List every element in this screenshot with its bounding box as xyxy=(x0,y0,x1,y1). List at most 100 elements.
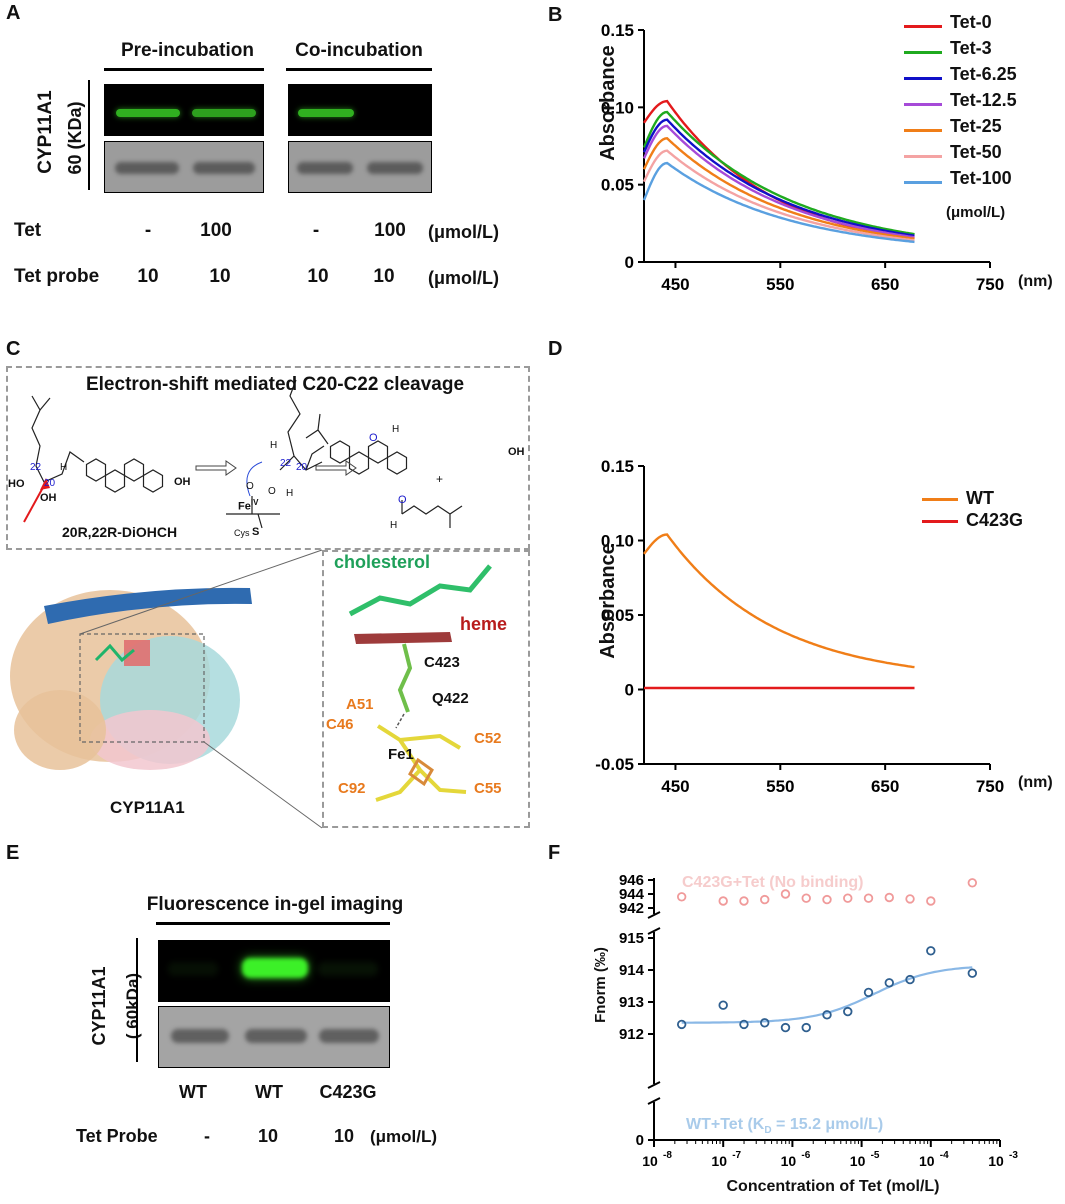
aldehyde-chain xyxy=(401,500,463,528)
intermediate-h-label: H xyxy=(270,440,278,451)
zoom-line xyxy=(203,741,323,829)
y-tick-label: 0.05 xyxy=(601,606,634,625)
tet-value-2: 100 xyxy=(200,220,232,241)
aldehyde-h-label: H xyxy=(390,520,398,531)
y-tick-label: 0.10 xyxy=(601,532,634,551)
y-tick-label: 0 xyxy=(625,681,634,700)
y-tick-label: 915 xyxy=(619,930,644,947)
protein-domain xyxy=(14,690,106,770)
x-tick-label: 10 xyxy=(988,1153,1004,1169)
wt-point xyxy=(884,978,894,988)
x-tick-label: 450 xyxy=(661,275,689,294)
protein-label-e: CYP11A1 xyxy=(89,966,109,1046)
series-line-tet-50 xyxy=(642,149,915,242)
c423g-point xyxy=(926,896,936,906)
s-label: S xyxy=(252,526,260,538)
coomassie-gel-e xyxy=(158,1006,390,1068)
heme-label: heme xyxy=(460,614,508,634)
legend-d-c423g: C423G xyxy=(966,510,1024,530)
mechanism-box xyxy=(6,366,530,550)
ligand xyxy=(94,643,135,663)
substrate-ring-d xyxy=(85,458,107,482)
fluorescence-blot-co xyxy=(288,84,432,136)
x-tick-exponent: -7 xyxy=(732,1150,741,1161)
label-bar-a xyxy=(88,80,90,190)
carbon-22-label: 22 xyxy=(30,462,42,473)
c423g-series-label: C423G+Tet (No binding) xyxy=(682,874,864,891)
c423g-point xyxy=(863,893,874,903)
wt-point xyxy=(676,1019,687,1030)
x-tick-label: 450 xyxy=(661,777,689,796)
substrate-side-chain xyxy=(31,395,85,483)
zoom-box xyxy=(79,633,205,743)
y-tick-label: 944 xyxy=(619,886,645,903)
c52-label: C52 xyxy=(474,730,502,747)
product-ketone xyxy=(305,413,329,445)
x-tick-label: 750 xyxy=(976,777,1004,796)
band-e-2 xyxy=(242,958,308,978)
helix-blue xyxy=(44,587,252,624)
substrate-ring-b xyxy=(123,458,145,482)
wt-series-name: WT+Tet xyxy=(686,1116,744,1133)
wt-point xyxy=(780,1022,791,1033)
heme-sticks xyxy=(354,632,452,644)
y-tick-label: 912 xyxy=(619,1026,644,1043)
fe-s-cluster xyxy=(408,757,434,787)
plus-sign: + xyxy=(436,472,444,486)
axis-break xyxy=(647,1097,661,1105)
panel-label-a: A xyxy=(6,2,21,24)
wt-point xyxy=(905,974,915,985)
probe-value-3: 10 xyxy=(333,1126,355,1146)
ho-label: HO xyxy=(8,478,25,490)
co-incubation-header: Co-incubation xyxy=(295,40,423,61)
legend-d-wt: WT xyxy=(966,488,994,508)
legend-d-wt-line xyxy=(922,498,958,501)
legend-b-line xyxy=(904,25,942,28)
intermediate-22-label: 22 xyxy=(280,458,292,469)
band-co-1 xyxy=(298,109,354,117)
panel-label-b: B xyxy=(548,4,563,26)
x-tick-exponent: -6 xyxy=(801,1150,810,1161)
y-tick-label: -0.05 xyxy=(595,755,634,774)
h-bond xyxy=(395,713,405,729)
chart-d-xunit: (nm) xyxy=(1018,774,1053,791)
lane-label-2: WT xyxy=(255,1082,283,1102)
fe-label: FeIV xyxy=(238,498,258,513)
c423g-point xyxy=(676,892,687,902)
product-h-label: H xyxy=(392,424,400,435)
x-tick-exponent: -5 xyxy=(871,1150,880,1161)
series-line-tet-100 xyxy=(642,161,915,244)
chart-f-xlabel: Concentration of Tet (mol/L) xyxy=(726,1178,940,1195)
c423g-point xyxy=(760,894,770,905)
c423g-point xyxy=(822,894,832,905)
protein-structure xyxy=(10,549,492,829)
band-e-1 xyxy=(168,962,218,976)
product-ring-b xyxy=(367,440,389,464)
y-tick-label: 913 xyxy=(619,994,644,1011)
legend-b-label: Tet-0 xyxy=(950,12,992,32)
c423g-point xyxy=(884,892,894,903)
fe-oxo-label: O xyxy=(246,481,254,492)
intermediate-chain xyxy=(279,379,325,471)
fe-bound-h-label: H xyxy=(286,488,294,499)
h-label: H xyxy=(60,462,68,473)
lane-label-3: C423G xyxy=(319,1082,377,1102)
c46-label: C46 xyxy=(326,716,354,733)
oh-label-3: OH xyxy=(174,476,191,488)
gel-band xyxy=(115,162,179,174)
chart-f-ylabel: Fnorm (‰) xyxy=(592,947,609,1023)
intermediate-20-label: 20 xyxy=(296,462,308,473)
reaction-scheme xyxy=(23,379,463,529)
x-tick-label: 550 xyxy=(766,777,794,796)
c423-sticks xyxy=(397,643,413,713)
series-line-wt xyxy=(643,533,915,669)
active-site-box xyxy=(322,550,530,828)
wt-point xyxy=(863,987,874,998)
c423g-point xyxy=(843,893,853,903)
c55-label: C55 xyxy=(474,780,502,797)
legend-b-line xyxy=(904,51,942,54)
legend-b-label: Tet-100 xyxy=(950,168,1012,188)
wt-point xyxy=(967,968,978,978)
legend-b-line xyxy=(904,129,942,132)
